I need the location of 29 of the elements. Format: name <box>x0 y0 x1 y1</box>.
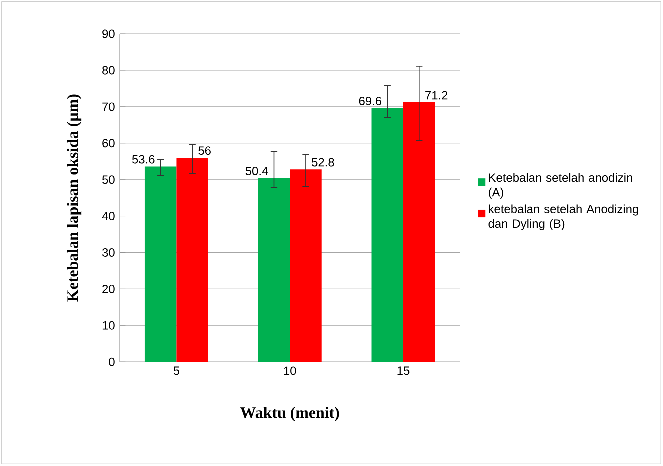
y-tick-label: 20 <box>102 284 115 294</box>
x-tick-label: 10 <box>284 366 296 376</box>
bar <box>372 108 404 362</box>
x-tick-label: 15 <box>398 366 410 376</box>
bar <box>258 178 290 362</box>
x-axis-title: Waktu (menit) <box>240 407 340 422</box>
data-label: 71.2 <box>426 91 448 100</box>
x-tick-label: 5 <box>174 366 180 376</box>
data-label: 69.6 <box>359 96 382 106</box>
y-tick-label: 50 <box>102 176 115 184</box>
legend-label: Ketebalan setelah anodizin (A) <box>489 173 632 200</box>
bar <box>144 166 177 362</box>
y-tick-label: 80 <box>102 66 115 75</box>
legend-label: ketebalan setelah Anodizing dan Dyling (B) <box>488 204 638 230</box>
data-label: 53.6 <box>132 155 155 164</box>
data-label: 52.8 <box>312 158 334 167</box>
bar <box>404 102 436 362</box>
data-label: 50.4 <box>246 166 268 176</box>
y-tick-label: 0 <box>109 358 115 366</box>
data-label: 56 <box>198 146 211 156</box>
y-tick-label: 30 <box>102 248 115 257</box>
y-tick-label: 90 <box>102 30 115 38</box>
bar <box>176 158 208 362</box>
y-tick-label: 70 <box>102 102 115 112</box>
y-tick-label: 40 <box>102 212 115 221</box>
y-axis-title: Ketebalan lapisan oksida (µm) <box>67 94 82 302</box>
y-tick-label: 60 <box>102 139 115 148</box>
bar <box>290 170 322 362</box>
y-tick-label: 10 <box>102 321 115 330</box>
